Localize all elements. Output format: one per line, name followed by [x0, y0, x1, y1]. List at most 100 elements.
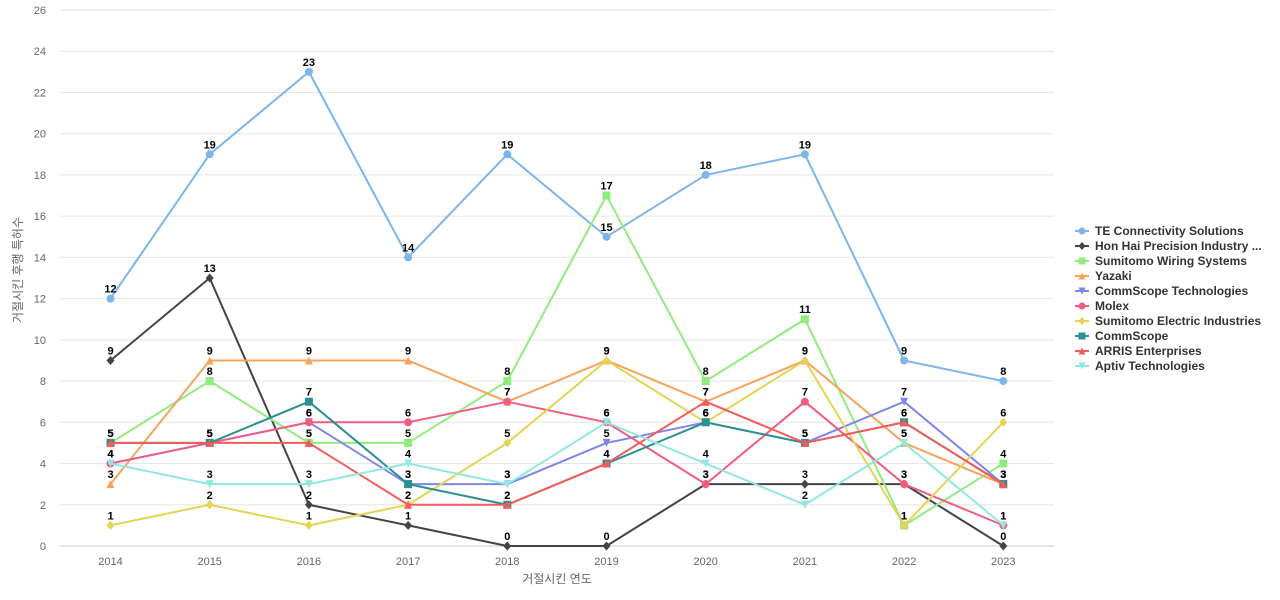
data-point[interactable]	[503, 397, 512, 406]
data-label: 5	[207, 428, 213, 440]
legend-item[interactable]: Sumitomo Electric Industries	[1075, 314, 1261, 328]
data-point[interactable]	[701, 459, 710, 468]
data-point[interactable]	[900, 520, 909, 530]
data-point[interactable]	[404, 500, 413, 509]
legend-item[interactable]: ARRIS Enterprises	[1075, 344, 1202, 358]
data-label: 9	[107, 345, 113, 357]
data-point[interactable]	[800, 150, 809, 159]
data-point[interactable]	[701, 170, 710, 179]
data-point[interactable]	[800, 438, 809, 447]
legend-item[interactable]: CommScope	[1075, 329, 1169, 343]
legend-item[interactable]: Sumitomo Wiring Systems	[1075, 254, 1247, 268]
data-label: 5	[802, 428, 808, 440]
data-point[interactable]	[304, 356, 313, 365]
data-point[interactable]	[404, 253, 413, 262]
legend-label: Sumitomo Electric Industries	[1095, 314, 1261, 328]
legend-item[interactable]: Molex	[1075, 299, 1129, 313]
data-point[interactable]	[205, 377, 214, 386]
data-point[interactable]	[999, 541, 1008, 551]
data-point[interactable]	[602, 541, 611, 551]
data-point[interactable]	[205, 480, 214, 489]
data-point[interactable]	[503, 480, 512, 489]
data-point[interactable]	[106, 438, 115, 447]
data-point[interactable]	[701, 418, 710, 427]
data-point[interactable]	[304, 418, 313, 427]
data-point[interactable]	[800, 479, 809, 489]
data-point[interactable]	[999, 521, 1008, 530]
data-point[interactable]	[404, 356, 413, 365]
legend-item[interactable]: Hon Hai Precision Industry ...	[1075, 239, 1262, 253]
data-point[interactable]	[800, 397, 809, 406]
data-point[interactable]	[602, 418, 611, 427]
legend-item[interactable]: TE Connectivity Solutions	[1075, 224, 1244, 238]
data-point[interactable]	[602, 232, 611, 241]
data-label: 3	[504, 469, 510, 481]
data-point[interactable]	[205, 500, 214, 510]
data-label: 7	[504, 387, 510, 399]
data-point[interactable]	[205, 273, 214, 283]
data-point[interactable]	[800, 500, 809, 509]
legend-label: Aptiv Technologies	[1095, 359, 1205, 373]
data-point[interactable]	[503, 438, 512, 448]
data-point[interactable]	[304, 520, 313, 530]
data-point[interactable]	[800, 315, 809, 324]
data-point[interactable]	[106, 355, 115, 365]
data-label: 2	[802, 490, 808, 502]
data-point[interactable]	[205, 150, 214, 159]
data-point[interactable]	[503, 500, 512, 509]
y-tick-label: 16	[34, 211, 46, 223]
data-label: 5	[306, 428, 312, 440]
data-point[interactable]	[999, 417, 1008, 427]
data-point[interactable]	[304, 480, 313, 489]
data-point[interactable]	[602, 438, 611, 447]
data-point[interactable]	[404, 459, 413, 468]
data-point[interactable]	[602, 459, 611, 468]
data-point[interactable]	[205, 438, 214, 447]
data-point[interactable]	[404, 480, 413, 489]
data-point[interactable]	[304, 500, 313, 510]
data-point[interactable]	[999, 459, 1008, 468]
data-point[interactable]	[304, 397, 313, 406]
data-point[interactable]	[503, 377, 512, 386]
data-point[interactable]	[602, 191, 611, 200]
data-point[interactable]	[999, 480, 1008, 489]
data-point[interactable]	[900, 397, 909, 406]
data-point[interactable]	[503, 150, 512, 159]
data-point[interactable]	[106, 294, 115, 303]
data-point[interactable]	[205, 356, 214, 365]
legend-marker-swatch	[1078, 332, 1086, 340]
data-point[interactable]	[900, 418, 909, 427]
data-point[interactable]	[304, 438, 313, 447]
legend-marker-swatch	[1078, 272, 1086, 280]
x-tick-label: 2016	[297, 556, 321, 568]
data-point[interactable]	[701, 480, 710, 489]
data-point[interactable]	[106, 480, 115, 489]
data-label: 9	[603, 345, 609, 357]
data-point[interactable]	[900, 480, 909, 489]
data-point[interactable]	[404, 418, 413, 427]
legend-item[interactable]: Yazaki	[1075, 269, 1132, 283]
y-tick-label: 10	[34, 335, 46, 347]
data-point[interactable]	[106, 520, 115, 530]
data-point[interactable]	[999, 377, 1008, 386]
data-point[interactable]	[701, 377, 710, 386]
legend-item[interactable]: Aptiv Technologies	[1075, 359, 1205, 373]
data-point[interactable]	[404, 520, 413, 530]
data-point[interactable]	[800, 355, 809, 365]
data-point[interactable]	[900, 356, 909, 365]
data-point[interactable]	[404, 438, 413, 447]
data-point[interactable]	[900, 438, 909, 447]
data-point[interactable]	[503, 541, 512, 551]
data-label: 0	[1000, 531, 1006, 543]
data-point[interactable]	[602, 355, 611, 365]
y-tick-label: 22	[34, 87, 46, 99]
legend-item[interactable]: CommScope Technologies	[1075, 284, 1248, 298]
data-label: 3	[901, 469, 907, 481]
data-point[interactable]	[106, 459, 115, 468]
data-point[interactable]	[701, 397, 710, 406]
data-label: 8	[207, 366, 213, 378]
data-label: 2	[504, 490, 510, 502]
data-point[interactable]	[304, 67, 313, 76]
data-label: 5	[107, 428, 113, 440]
